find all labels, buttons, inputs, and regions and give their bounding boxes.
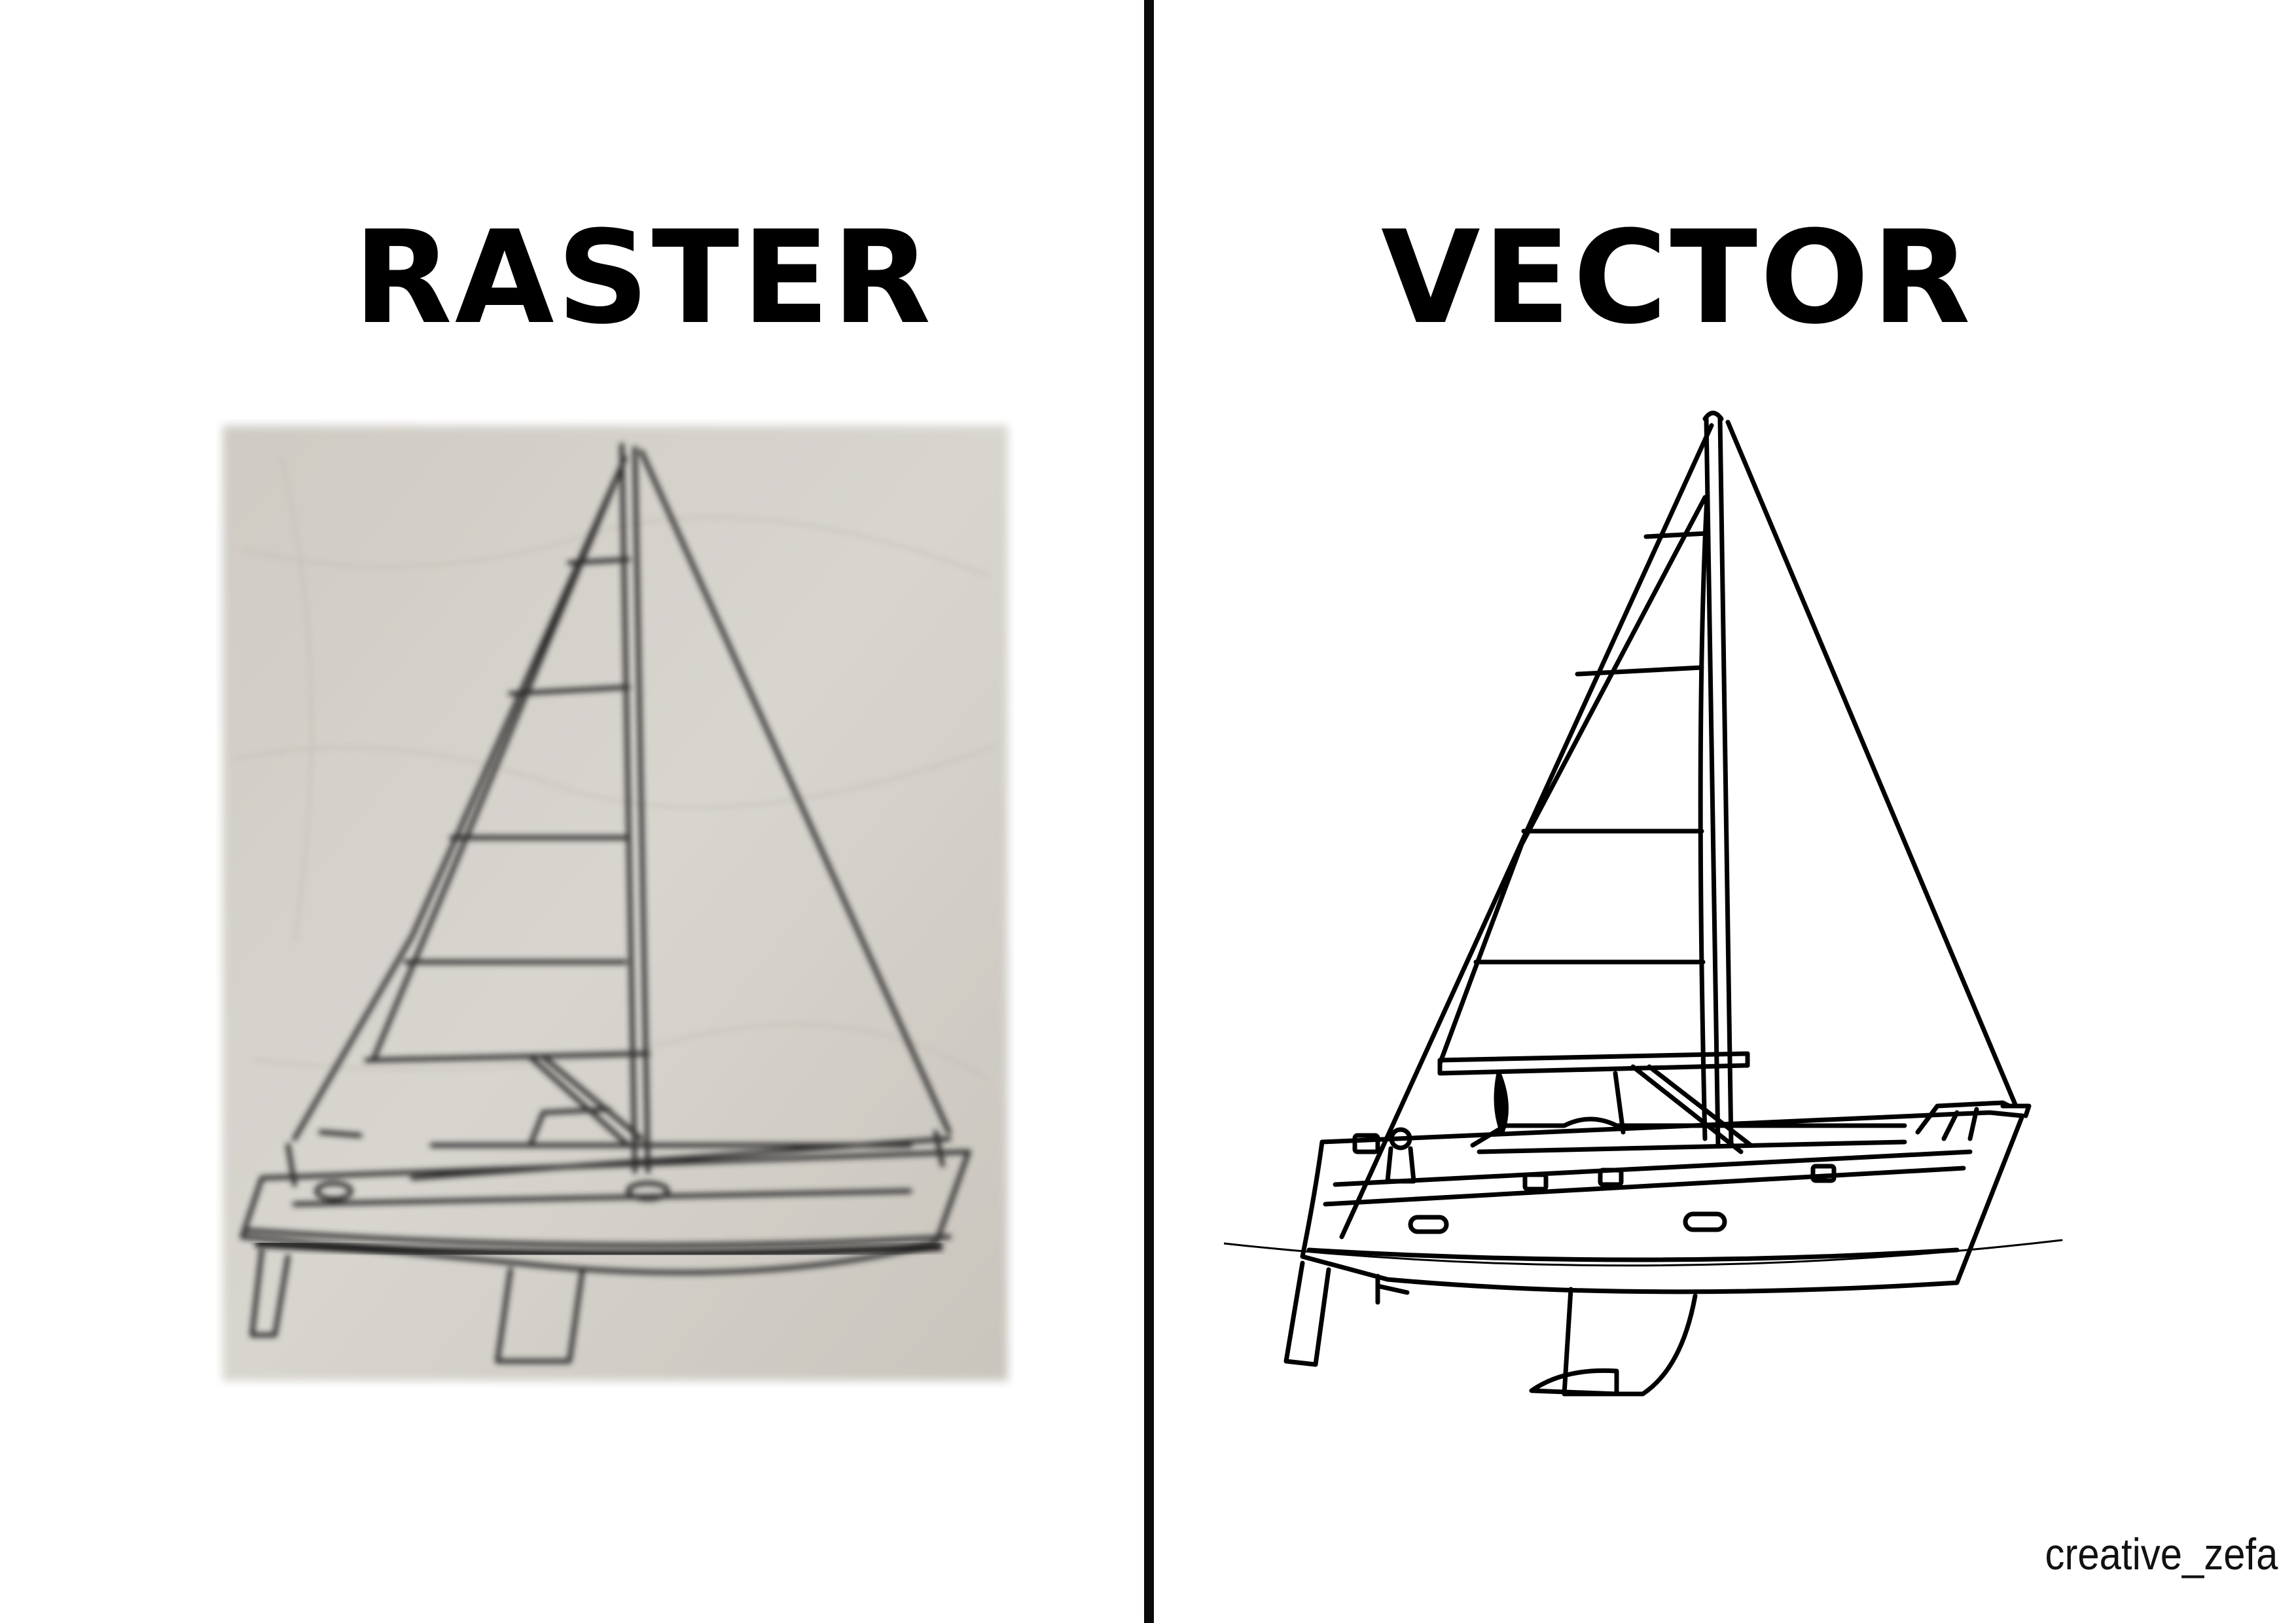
sailboat-icon — [1224, 410, 2063, 1397]
raster-sailboat-image — [216, 419, 1014, 1387]
vector-sailboat-image — [1224, 399, 2101, 1407]
vector-heading: VECTOR — [1381, 204, 1973, 353]
sailboat-icon — [223, 425, 1008, 1381]
raster-heading: RASTER — [353, 204, 934, 353]
author-credit: creative_zefa — [2045, 1529, 2278, 1579]
center-divider — [1144, 0, 1154, 1623]
